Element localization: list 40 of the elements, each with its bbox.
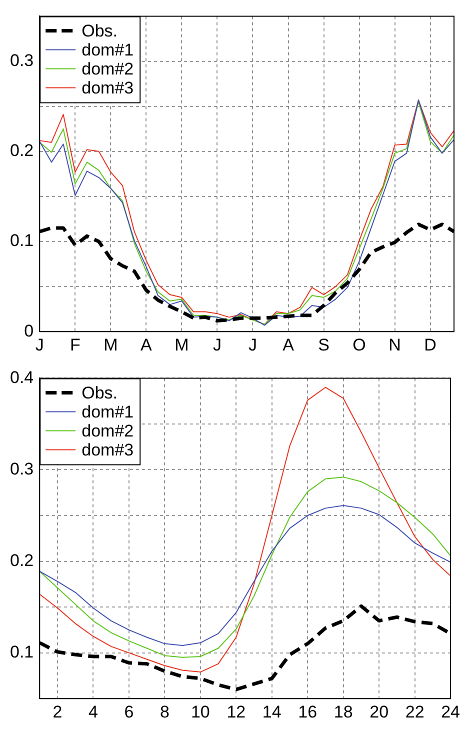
x-tick-label: 24 [441, 702, 460, 722]
legend-label: dom#1 [82, 40, 134, 60]
legend-label: dom#3 [82, 78, 134, 98]
y-tick-label: 0.3 [10, 50, 34, 70]
legend-label: Obs. [82, 383, 118, 402]
y-tick-label: 0.3 [10, 459, 34, 478]
x-tick-label: 6 [124, 702, 134, 722]
legend-label: dom#2 [82, 421, 134, 440]
x-tick-label: 18 [334, 702, 353, 722]
x-tick-label: 22 [405, 702, 424, 722]
x-tick-label: A [282, 335, 295, 354]
x-tick-label: M [104, 335, 118, 354]
legend-label: Obs. [82, 21, 118, 40]
y-tick-label: 0.1 [10, 231, 34, 250]
x-tick-label: 10 [190, 702, 210, 722]
x-tick-label: M [174, 335, 189, 354]
legend-label: dom#1 [82, 402, 134, 422]
x-tick-label: 12 [226, 702, 246, 722]
x-tick-label: D [424, 335, 436, 354]
y-tick-label: 0.1 [10, 642, 34, 662]
x-tick-label: O [352, 335, 366, 354]
x-tick-label: 2 [52, 702, 62, 722]
y-tick-label: 0 [24, 321, 34, 340]
x-tick-label: F [70, 335, 80, 354]
x-tick-label: S [318, 335, 330, 354]
x-tick-label: 14 [262, 702, 282, 722]
x-tick-label: 4 [88, 702, 98, 722]
legend-label: dom#2 [82, 59, 134, 78]
x-tick-label: A [140, 335, 153, 354]
x-tick-label: J [248, 335, 257, 354]
y-tick-label: 0.4 [10, 368, 34, 387]
x-tick-label: J [35, 335, 44, 354]
x-tick-label: 16 [298, 702, 318, 722]
legend-label: dom#3 [82, 440, 134, 460]
x-tick-label: J [212, 335, 222, 354]
x-tick-label: 20 [370, 702, 389, 722]
y-tick-label: 0.2 [10, 141, 34, 160]
x-tick-label: 8 [160, 702, 170, 722]
y-tick-label: 0.2 [10, 550, 34, 570]
x-tick-label: N [388, 335, 401, 354]
